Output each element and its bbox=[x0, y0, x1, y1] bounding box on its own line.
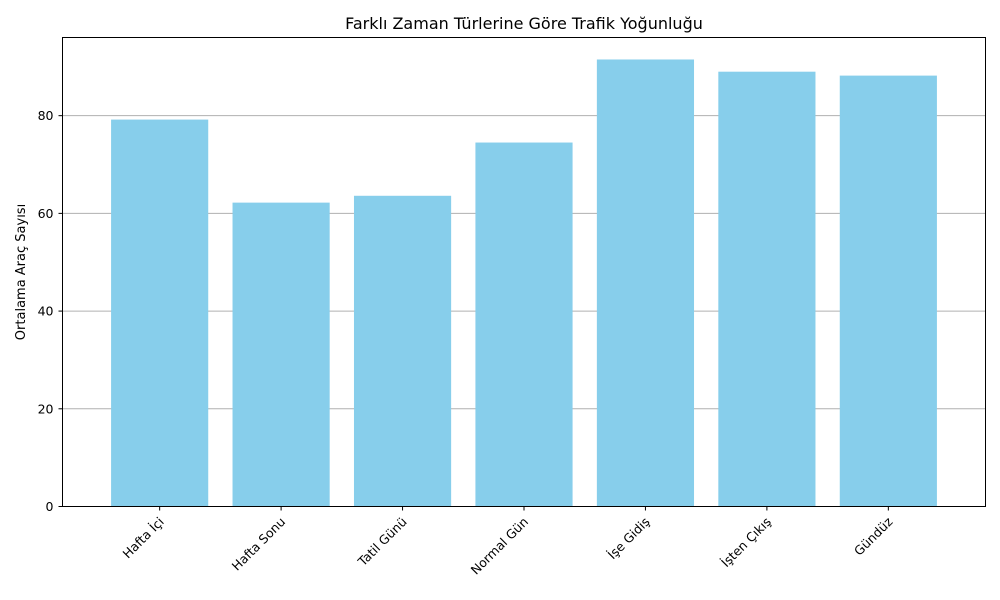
plot-frame bbox=[62, 37, 986, 507]
y-tick-label: 60 bbox=[38, 206, 54, 221]
x-axis: Hafta İçi Hafta Sonu Tatil Günü Normal Gün İ… bbox=[120, 506, 896, 577]
x-tick-label: Gündüz bbox=[851, 514, 896, 559]
bar-4 bbox=[596, 59, 695, 507]
y-tick-label: 20 bbox=[38, 401, 54, 416]
chart-title: Farklı Zaman Türlerine Göre Trafik Yoğun… bbox=[345, 14, 703, 33]
y-tick-label: 40 bbox=[38, 304, 54, 319]
x-tick-label: Hafta Sonu bbox=[229, 514, 289, 574]
x-tick-label: Hafta İçi bbox=[120, 514, 167, 561]
y-axis: 0 20 40 60 80 bbox=[38, 108, 63, 514]
bar-2 bbox=[353, 195, 452, 507]
x-tick-label: Normal Gün bbox=[468, 514, 531, 577]
x-tick-label: İşe Gidiş bbox=[605, 514, 653, 562]
x-tick-label: İşten Çıkış bbox=[718, 514, 774, 570]
x-tick-label: Tatil Günü bbox=[354, 514, 410, 570]
bar-3 bbox=[475, 142, 573, 507]
bar-5 bbox=[718, 71, 816, 507]
bar-0 bbox=[111, 119, 209, 507]
bar-1 bbox=[232, 202, 330, 507]
y-tick-label: 0 bbox=[46, 499, 54, 514]
bars-group bbox=[111, 59, 937, 507]
bar-6 bbox=[839, 75, 937, 507]
y-axis-label: Ortalama Araç Sayısı bbox=[14, 204, 29, 340]
y-tick-label: 80 bbox=[38, 108, 54, 123]
